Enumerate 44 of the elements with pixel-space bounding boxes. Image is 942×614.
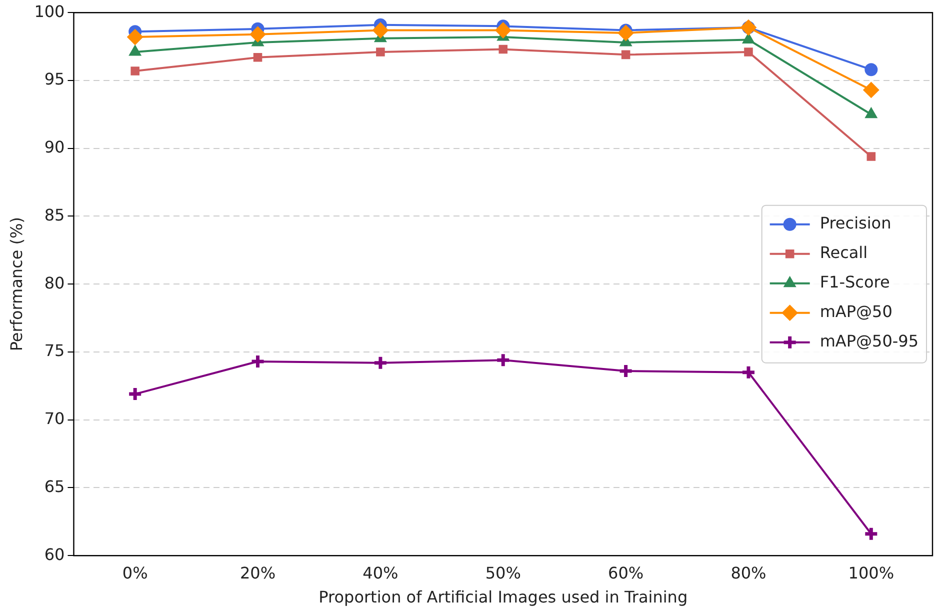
point [376, 48, 385, 56]
y-tick-label: 75 [44, 341, 65, 360]
y-tick-label: 95 [44, 70, 65, 89]
point [495, 22, 512, 38]
point [618, 363, 634, 379]
point [866, 152, 876, 161]
y-tick-label: 70 [44, 409, 65, 428]
legend-label: mAP@50-95 [820, 332, 918, 351]
x-tick-label: 0% [122, 563, 148, 582]
y-tick-label: 100 [34, 2, 65, 21]
x-axis-title: Proportion of Artificial Images used in Training [318, 588, 688, 607]
point [495, 352, 511, 368]
point [740, 364, 756, 380]
legend-label: F1-Score [820, 272, 890, 292]
point [372, 355, 388, 371]
x-tick-label: 100% [848, 563, 894, 582]
point [863, 526, 879, 542]
y-tick-label: 80 [44, 273, 65, 292]
x-tick-label: 80% [730, 563, 766, 582]
y-tick-label: 90 [44, 138, 65, 157]
y-axis-title: Performance (%) [6, 217, 26, 352]
x-tick-label: 40% [362, 563, 398, 582]
y-tick-label: 85 [44, 205, 65, 224]
point [127, 29, 144, 46]
legend-label: Precision [820, 214, 892, 233]
point [253, 53, 262, 62]
point [372, 22, 388, 38]
x-tick-label: 60% [608, 563, 644, 582]
point [863, 82, 880, 98]
x-tick-label: 50% [485, 563, 521, 582]
y-tick-label: 65 [44, 476, 65, 496]
point [250, 354, 266, 370]
point [864, 63, 878, 76]
point [127, 386, 143, 402]
point [744, 48, 753, 56]
legend-label: mAP@50 [820, 302, 892, 322]
point [498, 44, 508, 54]
point [618, 24, 634, 41]
point [250, 26, 266, 42]
y-tick-label: 60 [44, 544, 65, 564]
point [130, 66, 140, 76]
point [621, 50, 630, 60]
x-tick-label: 20% [240, 563, 276, 582]
legend-label: Recall [820, 243, 868, 262]
